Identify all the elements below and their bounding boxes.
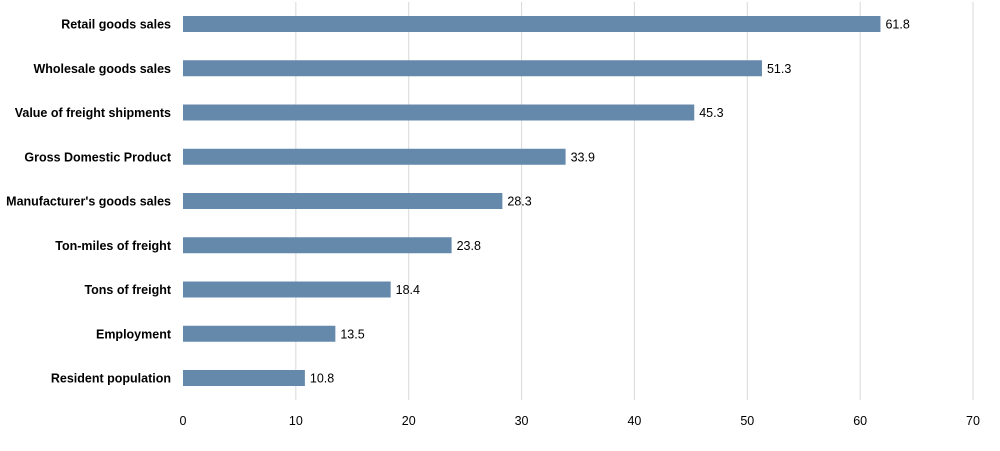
bars: [183, 16, 881, 386]
bar-5: [183, 237, 452, 254]
bar-3: [183, 148, 566, 165]
category-label: Employment: [96, 327, 172, 341]
bar-2: [183, 104, 695, 121]
value-labels: 61.8 51.3 45.3 33.9 28.3 23.8 18.4 13.5 10.8: [310, 18, 910, 386]
value-label: 33.9: [571, 150, 595, 164]
category-label: Tons of freight: [84, 283, 171, 297]
value-label: 23.8: [457, 239, 481, 253]
value-label: 28.3: [507, 195, 531, 209]
x-tick-label: 0: [180, 414, 187, 428]
value-label: 45.3: [699, 106, 723, 120]
x-tick-label: 40: [627, 414, 641, 428]
value-label: 13.5: [340, 327, 364, 341]
value-label: 10.8: [310, 372, 334, 386]
category-label: Ton-miles of freight: [55, 239, 172, 253]
value-label: 51.3: [767, 62, 791, 76]
category-labels: Retail goods sales Wholesale goods sales V…: [6, 18, 172, 386]
x-tick-label: 20: [402, 414, 416, 428]
bar-6: [183, 281, 391, 298]
bar-7: [183, 325, 336, 342]
bar-1: [183, 60, 762, 77]
x-axis-tick-labels: 0 10 20 30 40 50 60 70: [180, 414, 980, 428]
value-label: 18.4: [396, 283, 420, 297]
category-label: Gross Domestic Product: [24, 150, 171, 164]
x-tick-label: 70: [966, 414, 980, 428]
bar-0: [183, 16, 881, 32]
bar-8: [183, 370, 305, 386]
x-tick-label: 60: [853, 414, 867, 428]
x-tick-label: 50: [740, 414, 754, 428]
category-label: Value of freight shipments: [15, 106, 171, 120]
x-tick-label: 30: [515, 414, 529, 428]
category-label: Retail goods sales: [61, 18, 171, 32]
bar-4: [183, 193, 503, 209]
category-label: Wholesale goods sales: [33, 62, 171, 76]
category-label: Manufacturer's goods sales: [6, 195, 171, 209]
value-label: 61.8: [885, 18, 909, 32]
x-tick-label: 10: [289, 414, 303, 428]
category-label: Resident population: [51, 372, 171, 386]
